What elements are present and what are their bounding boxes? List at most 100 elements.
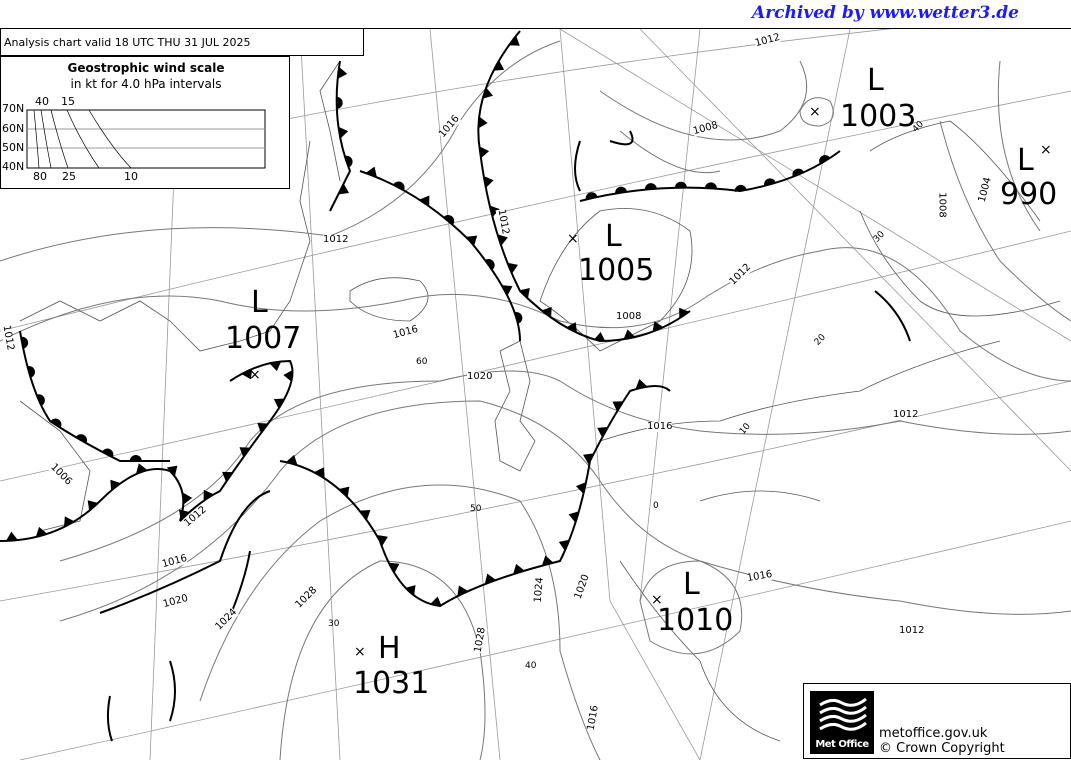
cold-front-triangle: [283, 369, 293, 382]
centre-cross-icon: ×: [651, 592, 663, 608]
geostrophic-wind-scale: Geostrophic wind scale in kt for 4.0 hPa…: [0, 56, 290, 189]
warm-front-semicircle: [75, 434, 87, 444]
cold-front-triangle: [568, 511, 579, 523]
website-link[interactable]: metoffice.gov.uk: [879, 726, 988, 741]
cold-front-triangle: [593, 331, 606, 342]
centre-cross-icon: ×: [249, 367, 261, 383]
cold-front-triangle: [652, 321, 664, 332]
cold-front-triangle: [497, 234, 508, 246]
lat-label: 50N: [2, 141, 25, 154]
warm-front-semicircle: [102, 448, 114, 458]
copyright: © Crown Copyright: [879, 741, 1005, 756]
cold-front-triangle: [273, 398, 285, 409]
cold-front-triangle: [338, 126, 349, 139]
cold-front-triangle: [493, 60, 505, 71]
high-pressure-value: 1031: [353, 666, 430, 701]
cold-front-triangle: [166, 465, 178, 477]
cold-front-triangle: [63, 516, 75, 528]
warm-front-semicircle: [20, 336, 29, 349]
low-pressure-value: 1003: [840, 99, 917, 134]
cold-front-triangle: [6, 531, 18, 542]
centre-cross-icon: ×: [354, 644, 366, 660]
cold-front-triangle: [338, 486, 350, 498]
low-pressure-value: 1007: [225, 321, 302, 356]
warm-front-semicircle: [819, 155, 831, 165]
lat-label: 40N: [2, 160, 25, 173]
cold-front-triangle: [136, 463, 148, 474]
cold-front-triangle: [623, 329, 636, 340]
warm-front-semicircle: [764, 178, 776, 187]
warm-front-semicircle: [485, 259, 495, 270]
scale-bottom-label: 10: [124, 170, 138, 183]
isobar-label: 1012: [323, 234, 349, 245]
lat-label: 70N: [2, 102, 25, 115]
weather-map: [0, 28, 1071, 760]
cold-front-triangle: [239, 447, 251, 458]
cold-front-triangle: [483, 176, 494, 188]
cold-front-triangle: [478, 116, 488, 129]
cold-front-triangle: [482, 87, 493, 99]
cold-front-triangle: [508, 35, 520, 46]
cold-front-triangle: [110, 479, 121, 491]
latitude-label: 60: [416, 357, 428, 367]
cold-front-triangle: [489, 205, 500, 218]
cold-front-triangle: [466, 235, 478, 246]
cold-front-triangle: [388, 562, 400, 574]
cold-front-triangle: [575, 482, 587, 494]
cold-front-triangle: [87, 500, 99, 511]
warm-front-semicircle: [585, 192, 598, 200]
cold-front-triangle: [419, 195, 430, 207]
cold-front-triangle: [178, 509, 190, 521]
front: [99, 490, 271, 614]
low-symbol: L: [683, 567, 700, 602]
cold-front-triangle: [635, 378, 648, 390]
latitude-label: 50: [470, 504, 482, 514]
cold-front-triangle: [182, 492, 193, 505]
warm-front-semicircle: [674, 181, 687, 188]
centre-cross-icon: ×: [809, 104, 821, 120]
fronts: [0, 30, 911, 742]
isobar-label: 1016: [647, 421, 673, 432]
cold-front-triangle: [513, 563, 525, 575]
low-symbol: L: [867, 63, 884, 98]
wind-scale-subtitle: in kt for 4.0 hPa intervals: [70, 77, 222, 91]
archive-watermark[interactable]: Archived by www.wetter3.de: [752, 3, 1019, 23]
longitude-label: 0: [653, 501, 659, 511]
cold-front-triangle: [541, 306, 552, 318]
low-pressure-value: 1010: [657, 603, 734, 638]
warm-front-semicircle: [514, 311, 523, 324]
cold-front-triangle: [597, 426, 608, 438]
graticule: [0, 29, 1071, 760]
scale-bottom-label: 25: [62, 170, 76, 183]
warm-front-semicircle: [393, 181, 405, 191]
low-symbol: L: [251, 285, 268, 320]
cold-front-triangle: [558, 539, 570, 551]
wind-scale-title: Geostrophic wind scale: [67, 61, 225, 75]
warm-front-semicircle: [704, 182, 717, 189]
warm-front-semicircle: [443, 215, 455, 225]
logo-text: Met Office: [815, 739, 869, 750]
cold-front-triangle: [337, 66, 348, 79]
warm-front-semicircle: [129, 455, 142, 461]
latitude-label: 40: [525, 661, 537, 671]
cold-front-triangle: [257, 422, 269, 434]
cold-front-triangle: [365, 166, 377, 178]
low-symbol: L: [605, 219, 622, 254]
low-symbol: L: [1017, 143, 1034, 178]
met-office-logo[interactable]: Met Office: [810, 691, 874, 754]
high-symbol: H: [378, 631, 401, 666]
isobar-label: 1008: [616, 311, 642, 322]
cold-front-triangle: [479, 146, 490, 159]
cold-front-triangle: [484, 573, 497, 585]
cold-front-triangle: [612, 401, 624, 412]
warm-front-semicircle: [734, 184, 747, 192]
cold-front-triangle: [507, 262, 518, 274]
warm-front: [19, 330, 170, 463]
cold-front: [477, 30, 691, 343]
low-pressure-value: 990: [1000, 177, 1058, 212]
coastlines: [19, 60, 1061, 742]
isobar-label: 1008: [936, 192, 948, 218]
lat-label: 60N: [2, 122, 25, 135]
front: [106, 130, 911, 742]
warm-front-semicircle: [344, 155, 353, 168]
